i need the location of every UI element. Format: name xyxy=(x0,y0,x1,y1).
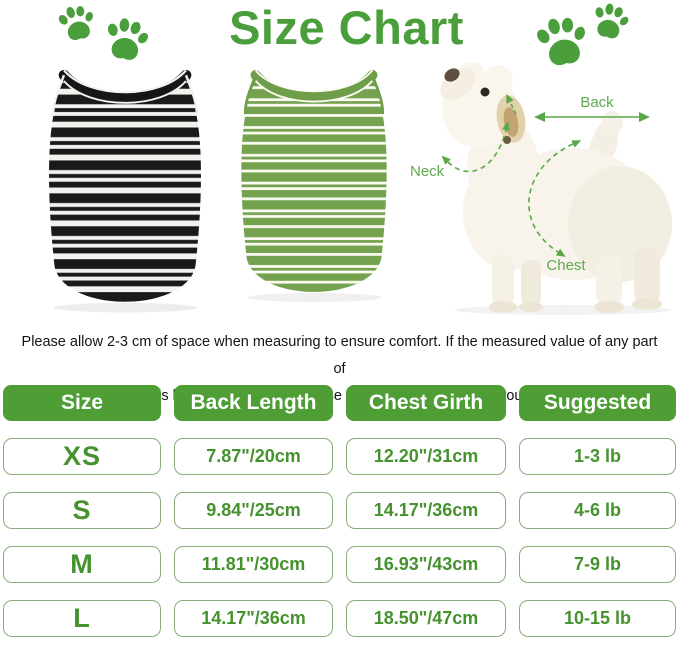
cell-m-size: M xyxy=(3,546,161,583)
cell-s-size: S xyxy=(3,492,161,529)
cell-m-suggested: 7-9 lb xyxy=(519,546,676,583)
cell-m-back-length: 11.81"/30cm xyxy=(174,546,333,583)
dog-illustration xyxy=(440,62,672,315)
cell-xs-back-length: 7.87"/20cm xyxy=(174,438,333,475)
arrowheads xyxy=(441,93,650,257)
cell-xs-chest-girth: 12.20"/31cm xyxy=(346,438,506,475)
chest-label: Chest xyxy=(546,257,586,274)
chest-arrow xyxy=(528,143,574,253)
cell-s-suggested: 4-6 lb xyxy=(519,492,676,529)
measurement-arrows xyxy=(447,99,640,253)
dog-measurement-diagram: Back Neck Chest xyxy=(410,62,672,315)
cell-l-chest-girth: 18.50"/47cm xyxy=(346,600,506,637)
sizing-note-line1: Please allow 2-3 cm of space when measur… xyxy=(21,334,658,377)
col-header-chest-girth: Chest Girth xyxy=(346,385,506,421)
back-label: Back xyxy=(580,94,614,111)
cell-m-chest-girth: 16.93"/43cm xyxy=(346,546,506,583)
cell-s-back-length: 9.84"/25cm xyxy=(174,492,333,529)
cell-l-back-length: 14.17"/36cm xyxy=(174,600,333,637)
col-header-size: Size xyxy=(3,385,161,421)
col-header-back-length: Back Length xyxy=(174,385,333,421)
cell-s-chest-girth: 14.17"/36cm xyxy=(346,492,506,529)
size-table: Size Back Length Chest Girth Suggested X… xyxy=(3,385,676,637)
cell-l-size: L xyxy=(3,600,161,637)
black-striped-shirt-image xyxy=(49,69,201,313)
neck-label: Neck xyxy=(410,163,445,180)
green-striped-shirt-image xyxy=(241,69,387,303)
col-header-suggested: Suggested xyxy=(519,385,676,421)
cell-xs-suggested: 1-3 lb xyxy=(519,438,676,475)
page-title: Size Chart xyxy=(229,1,464,54)
neck-ear-arrow xyxy=(508,99,517,115)
cell-xs-size: XS xyxy=(3,438,161,475)
cell-l-suggested: 10-15 lb xyxy=(519,600,676,637)
